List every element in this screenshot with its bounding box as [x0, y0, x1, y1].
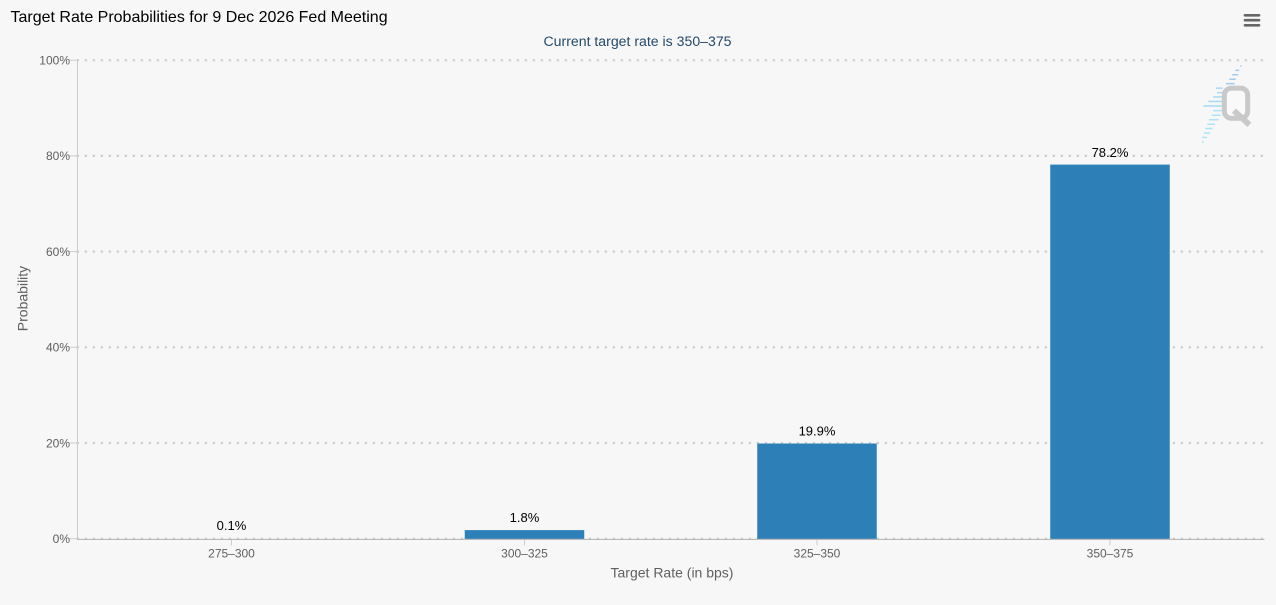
svg-text:60%: 60% [46, 245, 70, 259]
svg-text:0%: 0% [53, 532, 71, 546]
svg-text:78.2%: 78.2% [1092, 145, 1129, 160]
svg-text:Target Rate (in bps): Target Rate (in bps) [611, 565, 734, 581]
svg-text:40%: 40% [46, 341, 70, 355]
svg-text:0.1%: 0.1% [217, 518, 247, 533]
svg-text:300–325: 300–325 [501, 546, 548, 560]
svg-text:Target Rate Probabilities for: Target Rate Probabilities for 9 Dec 2026… [11, 9, 388, 26]
svg-text:20%: 20% [46, 436, 70, 450]
svg-text:350–375: 350–375 [1087, 546, 1134, 560]
svg-text:275–300: 275–300 [208, 546, 255, 560]
svg-text:Probability: Probability [15, 266, 31, 331]
svg-text:Current target rate is 350–375: Current target rate is 350–375 [543, 33, 731, 49]
svg-text:80%: 80% [46, 149, 70, 163]
svg-text:1.8%: 1.8% [510, 510, 540, 525]
svg-text:19.9%: 19.9% [799, 424, 836, 439]
svg-text:325–350: 325–350 [794, 546, 841, 560]
svg-text:100%: 100% [39, 54, 70, 68]
